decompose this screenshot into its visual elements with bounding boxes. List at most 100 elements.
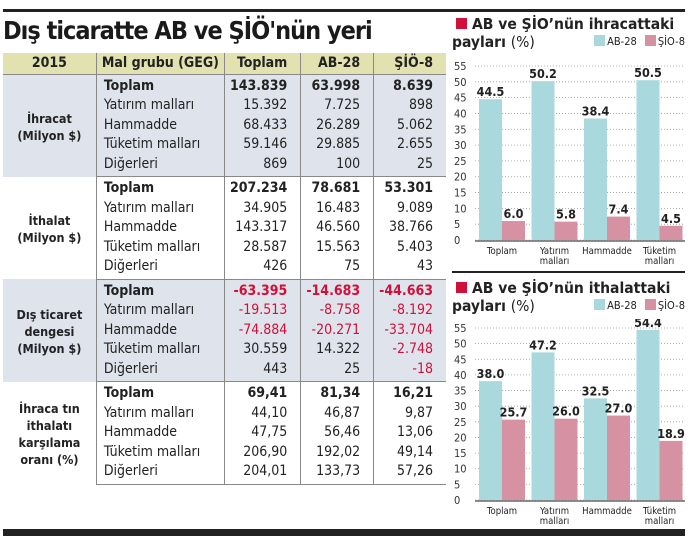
cell-value: 898 <box>373 96 446 116</box>
cell-value: 25 <box>300 359 375 382</box>
red-square-icon <box>456 282 467 293</box>
cell-value: 100 <box>300 154 375 177</box>
row-label: Tüketim malları <box>96 340 225 360</box>
cell-value: 63.998 <box>300 74 375 96</box>
table-header: 2015 Mal grubu (GEG) Toplam AB-28 ŞİÖ-8 <box>3 53 446 75</box>
cell-value: 143.839 <box>224 74 302 96</box>
table-section: İhracat (Milyon $) Toplam 143.839 63.998 8.6… <box>3 74 446 177</box>
table-row: Diğerleri 426 75 43 <box>3 257 446 280</box>
table-row: Diğerleri 204,01 133,73 57,26 <box>3 462 446 485</box>
cell-value: 30.559 <box>224 340 302 360</box>
cell-value: 34.905 <box>224 198 302 218</box>
red-square-icon <box>456 18 467 29</box>
row-label: Diğerleri <box>96 462 225 485</box>
y-tick-label: 15 <box>454 187 467 200</box>
row-label: Toplam <box>96 381 225 404</box>
y-tick-label: 25 <box>454 155 467 168</box>
bar-ab <box>479 381 502 500</box>
y-tick-label: 25 <box>454 416 467 429</box>
cell-value: 25 <box>373 154 446 177</box>
data-label: 38.4 <box>582 104 610 119</box>
row-label: Hammadde <box>96 218 225 238</box>
cell-value: -8.758 <box>300 301 375 321</box>
table-row: Tüketim malları 28.587 15.563 5.403 <box>3 237 446 257</box>
legend-ab: AB-28 <box>607 35 637 48</box>
cell-value: 14.322 <box>300 340 375 360</box>
cell-value: -2.748 <box>373 340 446 360</box>
x-tick-label: Tüketim <box>642 506 676 517</box>
table-section: İhraca tın ithalatı karşılama oranı (%) T… <box>3 381 446 485</box>
x-tick-label: Hammadde <box>582 246 632 257</box>
legend-swatch-ab <box>594 299 606 310</box>
y-tick-label: 35 <box>454 123 467 136</box>
y-tick-label: 40 <box>454 107 467 120</box>
table-row: Diğerleri 869 100 25 <box>3 154 446 177</box>
cell-value: 7.725 <box>300 96 375 116</box>
chart-unit: (%) <box>510 297 535 315</box>
cell-value: 68.433 <box>224 115 302 135</box>
table-row: İhraca tın ithalatı karşılama oranı (%) T… <box>3 381 446 484</box>
row-label: Diğerleri <box>96 359 225 382</box>
col-year: 2015 <box>3 53 97 75</box>
bar-sio <box>607 415 630 500</box>
data-label: 32.5 <box>582 383 610 398</box>
chart-separator <box>452 271 685 273</box>
data-label: 44.5 <box>477 84 505 99</box>
chart-title-2: payları <box>452 33 506 51</box>
cell-value: 56,46 <box>300 423 375 443</box>
row-label: Hammadde <box>96 115 225 135</box>
x-tick-label: malları <box>645 516 674 527</box>
table-row: İhracat (Milyon $) Toplam 143.839 63.998 8.6… <box>3 74 446 177</box>
cell-value: 43 <box>373 257 446 280</box>
cell-value: 133,73 <box>300 462 375 485</box>
chart-title-2: payları <box>452 297 506 315</box>
cell-value: -19.513 <box>224 301 302 321</box>
data-label: 6.0 <box>504 206 524 221</box>
cell-value: 46.560 <box>300 218 375 238</box>
trade-table: 2015 Mal grubu (GEG) Toplam AB-28 ŞİÖ-8 … <box>3 53 446 485</box>
data-label: 38.0 <box>477 366 505 381</box>
row-label: Tüketim malları <box>96 135 225 155</box>
cell-value: 47,75 <box>224 423 302 443</box>
bar-ab <box>531 81 555 240</box>
y-tick-label: 30 <box>454 139 467 152</box>
y-tick-label: 50 <box>454 76 467 89</box>
import-chart: AB ve ŞİO’nün ithalattaki payları (%) AB-… <box>452 279 685 531</box>
row-label: Yatırım malları <box>96 301 225 321</box>
cell-value: 78.681 <box>300 176 375 199</box>
y-tick-label: 15 <box>454 447 467 460</box>
row-label: Diğerleri <box>96 154 225 177</box>
cell-value: -74.884 <box>224 320 302 340</box>
cell-value: -44.663 <box>373 279 446 301</box>
import-chart-plot: 0 5 10 15 20 25 30 35 40 45 50 55 38.0 25.7 Toplam 47.2… <box>454 319 685 527</box>
table-row: Diğerleri 443 25 -18 <box>3 359 446 382</box>
cell-value: 59.146 <box>224 135 302 155</box>
section-label: İhracat (Milyon $) <box>3 74 97 177</box>
page-title: Dış ticaratte AB ve ŞİÖ'nün yeri <box>3 16 373 45</box>
y-tick-label: 30 <box>454 400 467 413</box>
x-tick-label: Yatırım <box>539 246 569 257</box>
row-label: Yatırım malları <box>96 96 225 116</box>
row-label: Tüketim malları <box>96 442 225 462</box>
cell-value: 28.587 <box>224 237 302 257</box>
y-tick-label: 0 <box>454 234 460 247</box>
table-row: Yatırım malları -19.513 -8.758 -8.192 <box>3 301 446 321</box>
y-tick-label: 50 <box>454 338 467 351</box>
table-row: Tüketim malları 206,90 192,02 49,14 <box>3 442 446 462</box>
bar-sio <box>659 440 683 500</box>
cell-value: 9,87 <box>404 404 433 421</box>
cell-value: 426 <box>224 257 302 280</box>
x-tick-label: malları <box>540 256 569 267</box>
legend: AB-28 ŞİO-8 <box>586 35 685 48</box>
export-chart-plot: 0 5 10 15 20 25 30 35 40 45 50 55 44.5 6.0 Toplam 50.2 5… <box>454 60 685 267</box>
cell-value: 13,06 <box>396 424 433 440</box>
chart-title: AB ve ŞİO’nün ihracattaki <box>472 15 675 33</box>
data-label: 7.4 <box>609 202 629 217</box>
section-label: Dış ticaret dengesi (Milyon $) <box>3 279 97 382</box>
section-label: İhraca tın ithalatı karşılama oranı (%) <box>3 381 97 484</box>
bar-ab <box>636 80 660 241</box>
table-row: İthalat (Milyon $) Toplam 207.234 78.681 53.… <box>3 176 446 279</box>
row-label: Toplam <box>96 74 225 96</box>
y-tick-label: 20 <box>454 431 467 444</box>
y-tick-label: 45 <box>454 353 467 366</box>
